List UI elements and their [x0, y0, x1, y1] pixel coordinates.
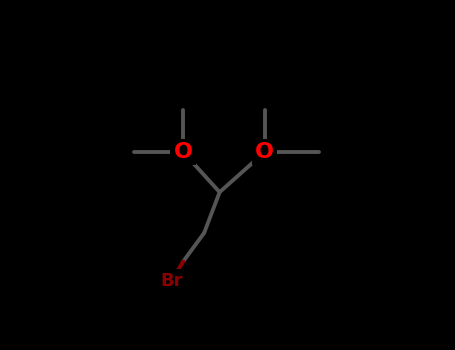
Text: O: O: [255, 142, 274, 162]
Text: O: O: [174, 142, 193, 162]
Text: Br: Br: [160, 272, 183, 290]
